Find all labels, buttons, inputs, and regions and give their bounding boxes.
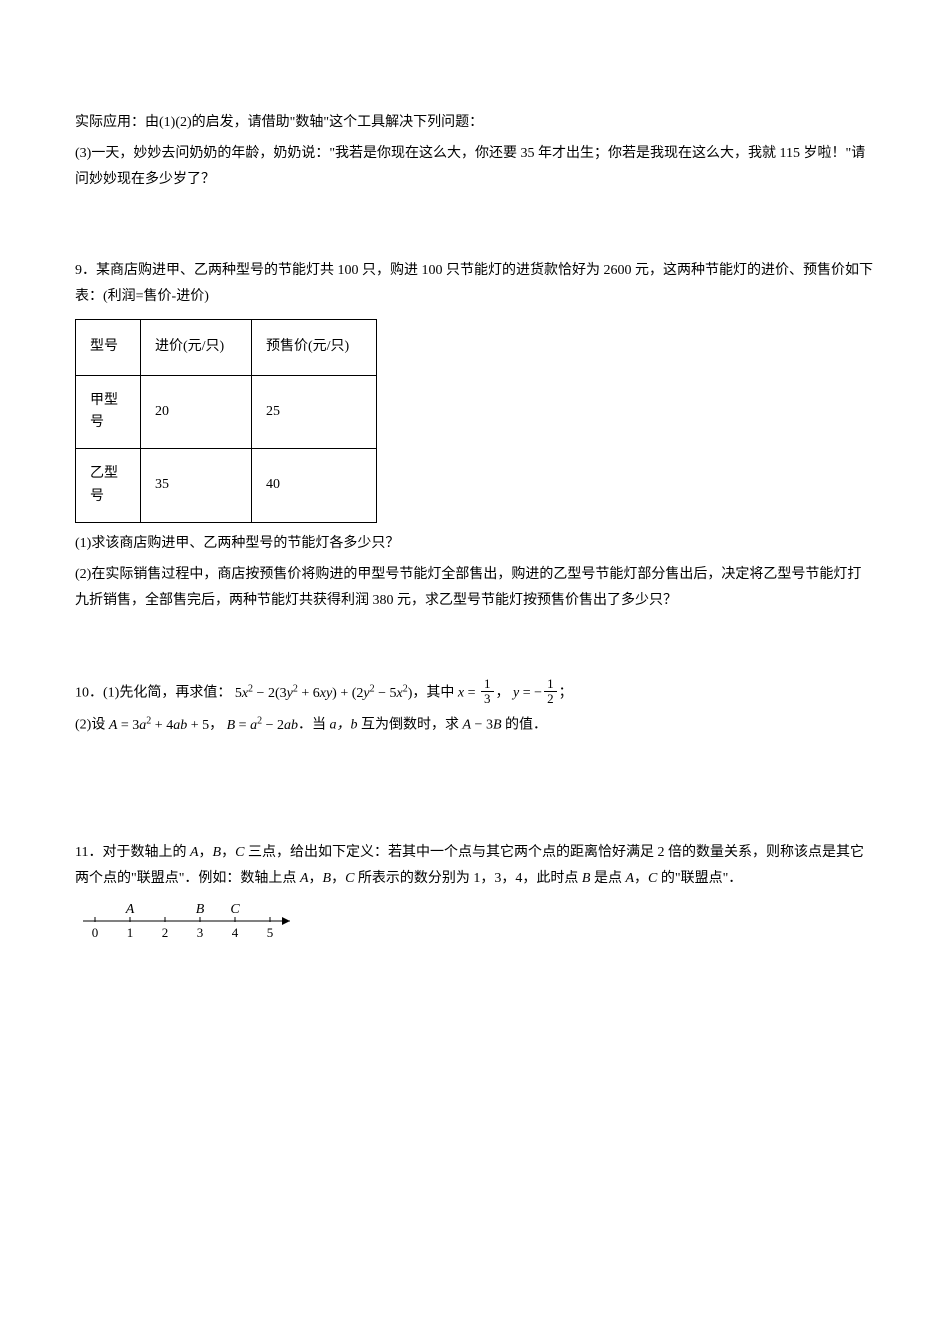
table-row: 乙型 号 35 40 [76, 449, 377, 523]
th-sell: 预售价(元/只) [252, 319, 377, 375]
cell-sell-jia: 25 [252, 375, 377, 449]
q10-1-prefix: 10．(1)先化简，再求值： [75, 686, 231, 701]
th-cost: 进价(元/只) [141, 319, 252, 375]
cell-text: 甲型 [90, 393, 118, 408]
q11-text: 11．对于数轴上的 A，B，C 三点，给出如下定义：若其中一个点与其它两个点的距… [75, 845, 864, 887]
q10-2-B: B = a2 − 2ab [227, 718, 298, 733]
q10-2-tail2: 互为倒数时，求 [357, 718, 462, 733]
svg-text:3: 3 [197, 925, 204, 940]
q10-2-tail1: ．当 [298, 718, 330, 733]
svg-text:4: 4 [232, 925, 239, 940]
th-model: 型号 [76, 319, 141, 375]
cell-model-yi: 乙型 号 [76, 449, 141, 523]
svg-text:5: 5 [267, 925, 274, 940]
svg-text:B: B [196, 902, 205, 917]
price-table: 型号 进价(元/只) 预售价(元/只) 甲型 号 20 25 乙型 号 35 4… [75, 319, 377, 523]
fraction-icon: 13 [481, 677, 494, 705]
q9-part2: (2)在实际销售过程中，商店按预售价将购进的甲型号节能灯全部售出，购进的乙型号节… [75, 562, 875, 615]
cell-text: 号 [90, 489, 104, 504]
svg-text:C: C [230, 902, 240, 917]
cell-cost-jia: 20 [141, 375, 252, 449]
q10-part2: (2)设 A = 3a2 + 4ab + 5， B = a2 − 2ab．当 a… [75, 711, 875, 739]
cell-model-jia: 甲型 号 [76, 375, 141, 449]
q10-1-expression: 5x2 − 2(3y2 + 6xy) + (2y2 − 5x2) [235, 686, 413, 701]
cell-cost-yi: 35 [141, 449, 252, 523]
var-ab: a，b [329, 718, 357, 733]
table-row: 甲型 号 20 25 [76, 375, 377, 449]
q10-1-where: ，其中 [412, 686, 458, 701]
q11-intro: 11．对于数轴上的 A，B，C 三点，给出如下定义：若其中一个点与其它两个点的距… [75, 840, 875, 893]
svg-text:A: A [125, 902, 135, 917]
gap-3 [75, 744, 875, 804]
practical-app-heading: 实际应用：由(1)(2)的启发，请借助"数轴"这个工具解决下列问题： [75, 110, 875, 137]
cell-text: 号 [90, 415, 104, 430]
fraction-icon: 12 [544, 677, 557, 705]
comma: ， [209, 718, 223, 733]
q9-part1: (1)求该商店购进甲、乙两种型号的节能灯各多少只？ [75, 531, 875, 558]
q3-text: (3)一天，妙妙去问奶奶的年龄，奶奶说："我若是你现在这么大，你还要 35 年才… [75, 141, 875, 194]
q10-2-prefix: (2)设 [75, 718, 109, 733]
svg-text:1: 1 [127, 925, 134, 940]
q10-2-tail3: 的值． [502, 718, 548, 733]
gap-1 [75, 198, 875, 258]
q9-intro: 9．某商店购进甲、乙两种型号的节能灯共 100 只，购进 100 只节能灯的进货… [75, 258, 875, 311]
q10-part1: 10．(1)先化简，再求值： 5x2 − 2(3y2 + 6xy) + (2y2… [75, 679, 875, 708]
q10-2-A3B: A − 3B [462, 718, 501, 733]
svg-text:2: 2 [162, 925, 169, 940]
svg-text:0: 0 [92, 925, 99, 940]
gap-2 [75, 619, 875, 679]
cell-text: 乙型 [90, 466, 118, 481]
gap-3b [75, 804, 875, 840]
number-line-diagram: 0 1 2 3 4 5 A B C [75, 899, 875, 952]
cell-sell-yi: 40 [252, 449, 377, 523]
number-line-svg: 0 1 2 3 4 5 A B C [75, 899, 305, 941]
q10-2-A: A = 3a2 + 4ab + 5 [109, 718, 209, 733]
table-row: 型号 进价(元/只) 预售价(元/只) [76, 319, 377, 375]
q10-1-semicolon: ； [559, 686, 573, 701]
page-root: 实际应用：由(1)(2)的启发，请借助"数轴"这个工具解决下列问题： (3)一天… [0, 0, 950, 1012]
